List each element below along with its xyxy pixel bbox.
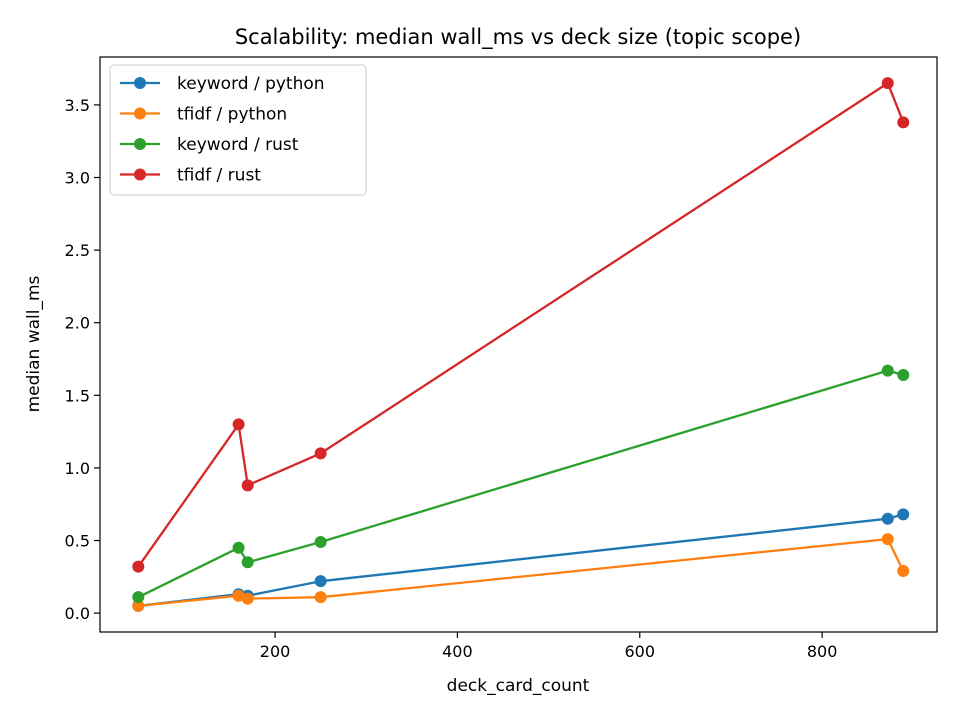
data-point-tfidf-python [314, 591, 327, 604]
data-point-tfidf-python [241, 592, 254, 605]
data-point-tfidf-rust [232, 418, 245, 431]
legend-marker [134, 77, 146, 89]
axis-ticks: 200 400 600 800 0.0 0.5 1.0 1.5 2.0 2.5 3.0 3.5 [65, 96, 838, 661]
legend: keyword / python tfidf / python keyword / … [109, 64, 367, 196]
y-tick-label: 3.5 [65, 96, 90, 115]
x-tick-label: 800 [807, 642, 838, 661]
chart-title: Scalability: median wall_ms vs deck size… [235, 25, 801, 50]
data-point-tfidf-rust [314, 447, 327, 460]
legend-marker [134, 168, 146, 181]
y-tick-label: 0.5 [65, 532, 90, 551]
plot-area [132, 77, 910, 612]
y-tick-label: 2.5 [65, 241, 90, 260]
y-tick-label: 1.5 [65, 386, 90, 405]
x-axis-label: deck_card_count [447, 676, 590, 696]
y-tick-label: 1.0 [65, 459, 90, 478]
data-point-keyword-rust [881, 364, 894, 377]
data-point-tfidf-rust [241, 479, 254, 492]
x-tick-label: 600 [624, 642, 655, 661]
data-point-keyword-rust [314, 535, 327, 548]
data-point-tfidf-python [132, 599, 145, 612]
data-point-tfidf-python [897, 565, 910, 578]
y-tick-label: 3.0 [65, 169, 90, 188]
data-point-keyword-python [897, 508, 910, 521]
series-line-tfidf-rust [137, 81, 905, 568]
data-point-tfidf-rust [881, 77, 894, 90]
legend-entry-label: tfidf / rust [177, 166, 261, 186]
data-point-keyword-rust [241, 556, 254, 569]
legend-entry-label: keyword / rust [177, 135, 299, 155]
data-point-keyword-rust [132, 591, 145, 604]
y-axis-label: median wall_ms [24, 275, 44, 412]
data-point-keyword-rust [232, 541, 245, 554]
data-point-keyword-python [314, 575, 327, 588]
plot-frame [99, 56, 938, 633]
legend-marker [134, 107, 146, 120]
y-tick-label: 0.0 [65, 604, 90, 623]
legend-entry-label: tfidf / python [177, 105, 287, 125]
legend-entry-label: keyword / python [177, 74, 325, 94]
data-point-tfidf-python [232, 589, 245, 602]
data-point-tfidf-rust [132, 560, 145, 573]
data-point-tfidf-rust [897, 116, 910, 129]
data-point-keyword-python [881, 512, 894, 525]
data-point-keyword-rust [897, 368, 910, 381]
data-point-tfidf-python [881, 533, 894, 546]
legend-box [109, 64, 367, 196]
legend-marker [134, 138, 146, 150]
y-tick-label: 2.0 [65, 314, 90, 333]
x-tick-label: 200 [260, 642, 291, 661]
x-tick-label: 400 [442, 642, 473, 661]
